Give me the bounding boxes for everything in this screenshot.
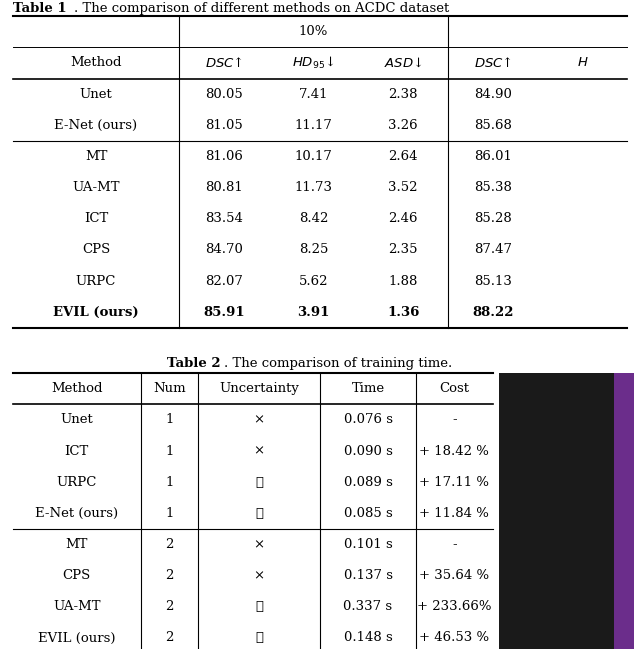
Text: Num: Num — [154, 382, 186, 395]
Text: + 18.42 %: + 18.42 % — [419, 445, 490, 458]
Bar — [499, 373, 634, 649]
Text: 85.28: 85.28 — [474, 212, 511, 225]
Text: 5.62: 5.62 — [299, 275, 328, 288]
Text: + 11.84 %: + 11.84 % — [419, 507, 490, 520]
Text: 81.05: 81.05 — [205, 119, 243, 132]
Text: ✓: ✓ — [255, 631, 263, 644]
Text: Cost: Cost — [440, 382, 469, 395]
Text: 80.05: 80.05 — [205, 88, 243, 101]
Text: ✓: ✓ — [255, 600, 263, 613]
Text: + 35.64 %: + 35.64 % — [419, 569, 490, 582]
Text: + 46.53 %: + 46.53 % — [419, 631, 490, 644]
Text: ×: × — [253, 538, 265, 551]
Text: 8.25: 8.25 — [299, 243, 328, 256]
Text: 1: 1 — [165, 445, 174, 458]
Text: ×: × — [253, 445, 265, 458]
Bar — [614, 373, 634, 649]
Text: Table 1: Table 1 — [13, 2, 67, 15]
Text: 3.91: 3.91 — [298, 306, 330, 319]
Text: E-Net (ours): E-Net (ours) — [35, 507, 118, 520]
Text: 1: 1 — [165, 507, 174, 520]
Text: EVIL (ours): EVIL (ours) — [38, 631, 116, 644]
Text: 1.88: 1.88 — [388, 275, 418, 288]
Text: $HD_{95}$↓: $HD_{95}$↓ — [292, 55, 335, 71]
Text: 86.01: 86.01 — [474, 150, 512, 163]
Text: ×: × — [253, 569, 265, 582]
Text: 83.54: 83.54 — [205, 212, 243, 225]
Text: 2.46: 2.46 — [388, 212, 418, 225]
Text: Method: Method — [70, 56, 122, 69]
Text: + 233.66%: + 233.66% — [417, 600, 492, 613]
Text: 85.38: 85.38 — [474, 181, 512, 194]
Text: CPS: CPS — [82, 243, 110, 256]
Text: 85.68: 85.68 — [474, 119, 512, 132]
Text: ICT: ICT — [84, 212, 108, 225]
Text: 88.22: 88.22 — [472, 306, 513, 319]
Text: -: - — [452, 538, 457, 551]
Text: . The comparison of different methods on ACDC dataset: . The comparison of different methods on… — [74, 2, 449, 15]
Text: 0.101 s: 0.101 s — [344, 538, 392, 551]
Text: $H$: $H$ — [577, 56, 588, 69]
Text: 0.148 s: 0.148 s — [344, 631, 392, 644]
Text: E-Net (ours): E-Net (ours) — [54, 119, 138, 132]
Text: 3.52: 3.52 — [388, 181, 418, 194]
Text: 7.41: 7.41 — [299, 88, 328, 101]
Text: 2: 2 — [165, 600, 174, 613]
Text: 84.70: 84.70 — [205, 243, 243, 256]
Text: . The comparison of training time.: . The comparison of training time. — [224, 357, 452, 370]
Text: 1: 1 — [165, 413, 174, 426]
Text: Unet: Unet — [79, 88, 113, 101]
Text: ×: × — [253, 413, 265, 426]
Text: 0.076 s: 0.076 s — [344, 413, 392, 426]
Text: 3.26: 3.26 — [388, 119, 418, 132]
Text: Method: Method — [51, 382, 102, 395]
Text: EVIL (ours): EVIL (ours) — [53, 306, 139, 319]
Text: MT: MT — [85, 150, 107, 163]
Text: -: - — [452, 413, 457, 426]
Text: 0.137 s: 0.137 s — [344, 569, 392, 582]
Text: 85.13: 85.13 — [474, 275, 512, 288]
Text: 87.47: 87.47 — [474, 243, 512, 256]
Text: URPC: URPC — [76, 275, 116, 288]
Text: Unet: Unet — [60, 413, 93, 426]
Text: 11.17: 11.17 — [294, 119, 333, 132]
Text: $DSC$↑: $DSC$↑ — [205, 56, 243, 70]
Text: 0.085 s: 0.085 s — [344, 507, 392, 520]
Text: 84.90: 84.90 — [474, 88, 512, 101]
Text: 2: 2 — [165, 631, 174, 644]
Text: URPC: URPC — [56, 476, 97, 489]
Text: ✓: ✓ — [255, 476, 263, 489]
Text: 10.17: 10.17 — [294, 150, 333, 163]
Text: 1: 1 — [165, 476, 174, 489]
Text: 82.07: 82.07 — [205, 275, 243, 288]
Text: 11.73: 11.73 — [294, 181, 333, 194]
Text: 2.35: 2.35 — [388, 243, 418, 256]
Text: 10%: 10% — [299, 25, 328, 38]
Text: UA-MT: UA-MT — [72, 181, 120, 194]
Text: 80.81: 80.81 — [205, 181, 243, 194]
Text: 0.337 s: 0.337 s — [344, 600, 392, 613]
Text: Uncertainty: Uncertainty — [220, 382, 299, 395]
Text: 2: 2 — [165, 538, 174, 551]
Text: $ASD$↓: $ASD$↓ — [384, 56, 422, 69]
Text: 0.089 s: 0.089 s — [344, 476, 392, 489]
Text: ICT: ICT — [65, 445, 89, 458]
Text: $DSC$↑: $DSC$↑ — [474, 56, 512, 70]
Text: 2.38: 2.38 — [388, 88, 418, 101]
Text: + 17.11 %: + 17.11 % — [419, 476, 490, 489]
Text: MT: MT — [66, 538, 88, 551]
Text: 2.64: 2.64 — [388, 150, 418, 163]
Text: 8.42: 8.42 — [299, 212, 328, 225]
Text: UA-MT: UA-MT — [53, 600, 100, 613]
Text: 85.91: 85.91 — [203, 306, 245, 319]
Text: Table 2: Table 2 — [167, 357, 221, 370]
Text: Time: Time — [351, 382, 385, 395]
Text: 2: 2 — [165, 569, 174, 582]
Text: ✓: ✓ — [255, 507, 263, 520]
Text: 1.36: 1.36 — [387, 306, 419, 319]
Text: CPS: CPS — [63, 569, 91, 582]
Text: 0.090 s: 0.090 s — [344, 445, 392, 458]
Text: 81.06: 81.06 — [205, 150, 243, 163]
